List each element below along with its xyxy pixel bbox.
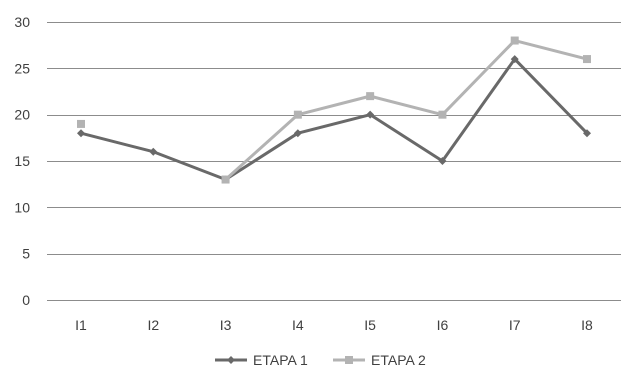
series-group <box>77 36 591 184</box>
y-tick-label: 0 <box>22 292 30 308</box>
legend-swatch-marker <box>227 356 235 364</box>
series-1-point <box>149 147 158 156</box>
legend-label: ETAPA 2 <box>371 352 426 368</box>
series-2-point <box>77 119 85 128</box>
series-1-point <box>510 55 519 64</box>
legend-item-2: ETAPA 2 <box>333 352 426 368</box>
series-2-point <box>510 36 519 45</box>
y-tick-label: 10 <box>14 199 30 215</box>
legend-swatch-marker <box>345 356 353 364</box>
y-tick-label: 25 <box>14 60 30 76</box>
series-2-point <box>366 92 375 101</box>
x-tick-label: I5 <box>364 317 376 333</box>
series-1-line <box>79 57 589 182</box>
series-1-point <box>77 129 85 138</box>
series-2-point <box>583 55 591 64</box>
y-axis-tick-labels: 0 5 10 15 20 25 30 <box>14 14 30 308</box>
legend-item-1: ETAPA 1 <box>215 352 308 368</box>
series-1-point <box>583 129 591 138</box>
gridlines <box>47 22 621 301</box>
x-tick-label: I2 <box>147 317 159 333</box>
x-axis-tick-labels: I1 I2 I3 I4 I5 I6 I7 I8 <box>75 317 593 333</box>
series-1-point <box>293 129 302 138</box>
x-tick-label: I6 <box>437 317 449 333</box>
series-1-point <box>438 157 447 165</box>
y-tick-label: 15 <box>14 153 30 169</box>
x-tick-label: I3 <box>220 317 232 333</box>
y-tick-label: 20 <box>14 107 30 123</box>
x-tick-label: I7 <box>509 317 521 333</box>
x-tick-label: I1 <box>75 317 87 333</box>
series-2 <box>77 36 591 184</box>
x-tick-label: I8 <box>581 317 593 333</box>
series-2-point <box>438 110 447 119</box>
y-tick-label: 30 <box>14 14 30 30</box>
y-tick-label: 5 <box>22 246 30 262</box>
series-1-point <box>366 110 375 119</box>
series-2-point <box>293 110 302 119</box>
series-2-point <box>221 175 230 184</box>
series-2-line <box>224 39 589 182</box>
legend: ETAPA 1 ETAPA 2 <box>215 352 426 368</box>
x-tick-label: I4 <box>292 317 304 333</box>
legend-label: ETAPA 1 <box>253 352 308 368</box>
series-1 <box>77 55 591 184</box>
